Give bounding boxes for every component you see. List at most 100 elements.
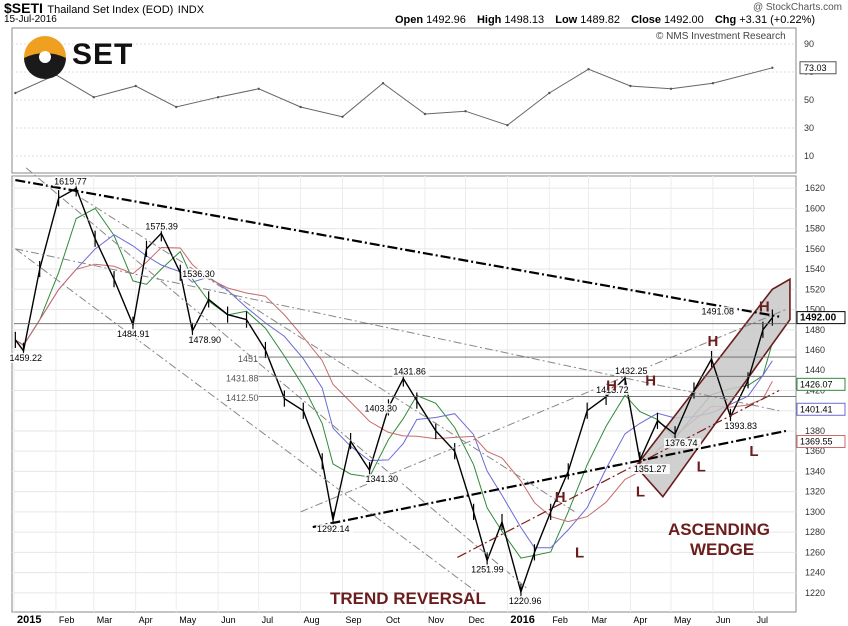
rsi-point xyxy=(587,68,590,71)
ma-blue-line xyxy=(15,234,773,549)
rsi-tick-label: 30 xyxy=(804,123,814,133)
price-point-label: 1478.90 xyxy=(188,335,221,345)
price-label-bg xyxy=(507,595,545,606)
right-axis-badge xyxy=(796,377,846,391)
right-axis-value: 1401.41 xyxy=(800,404,833,414)
price-tick-label: 1240 xyxy=(805,568,825,578)
rsi-tick-label: 90 xyxy=(804,39,814,49)
price-point-label: 1431.86 xyxy=(393,366,426,376)
open-value: 1492.96 xyxy=(426,14,466,26)
chart-header: $SETI Thailand Set Index (EOD) INDX xyxy=(4,0,204,18)
x-tick-label: Nov xyxy=(428,615,445,625)
rsi-point xyxy=(506,124,509,127)
rsi-point xyxy=(381,82,385,85)
x-tick-label: 2016 xyxy=(510,614,534,626)
price-tick-label: 1500 xyxy=(805,305,825,315)
price-point-label: 1292.14 xyxy=(317,524,350,534)
price-tick-label: 1540 xyxy=(805,264,825,274)
open-label: Open xyxy=(395,14,424,26)
price-label-bg xyxy=(595,384,633,395)
long-downtrend-line xyxy=(15,178,780,318)
x-tick-label: Jun xyxy=(716,615,731,625)
chart-date: 15-Jul-2016 xyxy=(4,14,57,25)
price-label-bg xyxy=(316,523,354,534)
low-marker: L xyxy=(697,458,706,475)
price-label-bg xyxy=(363,403,401,414)
x-tick-label: Jul xyxy=(262,615,274,625)
price-label-bg xyxy=(470,564,508,575)
price-tick-label: 1380 xyxy=(805,426,825,436)
low-marker: L xyxy=(636,484,645,501)
rsi-point xyxy=(423,112,427,116)
price-point-label: 1341.30 xyxy=(366,474,399,484)
rsi-line xyxy=(15,67,773,126)
x-tick-label: Feb xyxy=(552,615,568,625)
x-tick-label: Oct xyxy=(386,615,401,625)
channel-line xyxy=(81,197,576,513)
rsi-point xyxy=(464,110,467,113)
right-axis-badge xyxy=(796,311,846,325)
rsi-point xyxy=(134,84,137,88)
price-label-bg xyxy=(181,268,219,279)
price-tick-label: 1360 xyxy=(805,446,825,456)
price-tick-label: 1600 xyxy=(805,203,825,213)
price-label-bg xyxy=(8,352,46,363)
price-tick-label: 1520 xyxy=(805,284,825,294)
price-tick-label: 1340 xyxy=(805,466,825,476)
ma-green-line xyxy=(15,207,773,559)
price-tick-label: 1320 xyxy=(805,487,825,497)
price-tick-label: 1460 xyxy=(805,345,825,355)
rsi-last-value: 73.03 xyxy=(804,63,827,73)
price-point-label: 1393.83 xyxy=(724,421,757,431)
low-value: 1489.82 xyxy=(580,14,620,26)
ticker-symbol: $SETI xyxy=(4,0,43,16)
x-tick-label: Apr xyxy=(633,615,647,625)
level-label: 1451 xyxy=(238,354,258,364)
rsi-last-badge xyxy=(799,61,837,75)
price-point-label: 1403.30 xyxy=(364,403,397,413)
support-trend-line xyxy=(312,429,787,529)
chg-label: Chg xyxy=(714,14,737,26)
rsi-point xyxy=(216,96,220,99)
price-line xyxy=(14,187,773,595)
index-name: Thailand Set Index (EOD) xyxy=(47,4,174,16)
neckline-trend-line xyxy=(457,389,780,558)
price-point-label: 1619.77 xyxy=(54,176,87,186)
price-label-bg xyxy=(144,221,182,232)
channel-line xyxy=(15,248,780,412)
price-tick-label: 1560 xyxy=(805,244,825,254)
price-label-bg xyxy=(614,366,652,377)
right-axis-value: 1369.55 xyxy=(800,437,833,447)
price-tick-label: 1620 xyxy=(805,183,825,193)
price-point-label: 1536.30 xyxy=(182,269,215,279)
x-tick-label: Feb xyxy=(59,615,75,625)
price-panel xyxy=(11,175,797,613)
right-axis-value: 1426.07 xyxy=(800,379,833,389)
copyright-notice: © NMS Investment Research xyxy=(656,31,786,42)
rsi-point xyxy=(92,96,95,99)
price-tick-label: 1260 xyxy=(805,547,825,557)
price-point-label: 1459.22 xyxy=(9,353,42,363)
price-label-bg xyxy=(392,366,430,377)
x-tick-label: 2015 xyxy=(17,614,41,626)
x-tick-label: Mar xyxy=(592,615,608,625)
channel-line xyxy=(15,248,478,594)
close-value: 1492.00 xyxy=(664,14,704,26)
head-marker: H xyxy=(645,372,656,389)
stockcharts-brand: @ StockCharts.com xyxy=(752,2,842,13)
price-label-bg xyxy=(364,474,402,485)
low-marker: L xyxy=(749,443,758,460)
x-tick-label: May xyxy=(674,615,692,625)
price-tick-label: 1300 xyxy=(805,507,825,517)
ascending-label: ASCENDING xyxy=(668,520,770,539)
right-axis-value: 1492.00 xyxy=(800,313,837,324)
head-marker: H xyxy=(606,377,617,394)
x-tick-label: Apr xyxy=(139,615,153,625)
rsi-tick-label: 10 xyxy=(804,151,814,161)
price-point-label: 1251.99 xyxy=(471,564,504,574)
head-marker: H xyxy=(555,489,566,506)
high-label: High xyxy=(476,14,502,26)
price-label-bg xyxy=(53,176,91,187)
x-tick-label: Sep xyxy=(345,615,361,625)
price-label-bg xyxy=(115,328,153,339)
